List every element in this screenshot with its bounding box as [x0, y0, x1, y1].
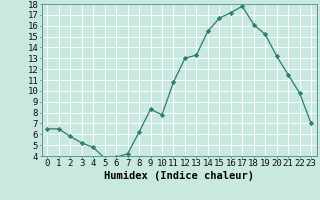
X-axis label: Humidex (Indice chaleur): Humidex (Indice chaleur): [104, 171, 254, 181]
